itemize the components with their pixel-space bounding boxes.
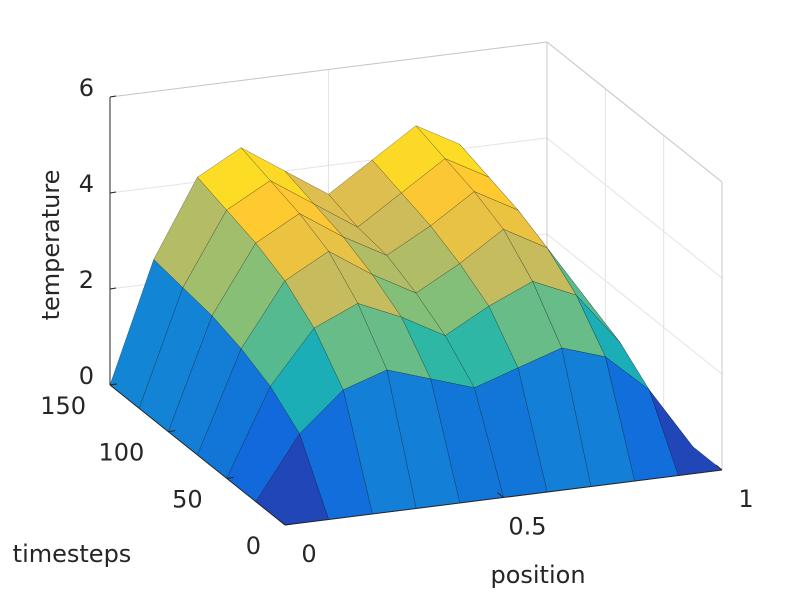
y-tick-label: 50 (172, 485, 203, 513)
x-tick (497, 492, 504, 498)
x-tick (278, 519, 286, 526)
z-tick (109, 287, 117, 290)
box-edge (109, 41, 548, 98)
x-tick-label: 1 (738, 485, 753, 513)
y-tick-label: 0 (246, 532, 261, 560)
y-tick (284, 523, 293, 526)
x-axis-label: position (490, 561, 585, 589)
z-tick (109, 191, 117, 194)
x-tick-label: 0 (301, 540, 316, 568)
box-edge (546, 41, 723, 183)
y-tick-label: 150 (40, 392, 86, 420)
z-tick-label: 2 (79, 266, 94, 294)
z-tick-label: 4 (79, 170, 94, 198)
x-tick (715, 464, 723, 471)
y-tick (168, 430, 176, 433)
y-tick (226, 476, 234, 479)
surface (109, 125, 723, 526)
grid-line (546, 233, 723, 375)
z-tick (109, 95, 117, 98)
z-tick-label: 6 (79, 74, 94, 102)
grid-line (546, 137, 723, 279)
y-tick-label: 100 (99, 439, 145, 467)
y-axis-label: timesteps (13, 540, 132, 568)
z-axis-label: temperature (37, 170, 65, 321)
y-tick (109, 383, 118, 386)
x-tick-label: 0.5 (508, 513, 546, 541)
z-tick-label: 0 (79, 362, 94, 390)
y-axis-line (109, 384, 286, 526)
